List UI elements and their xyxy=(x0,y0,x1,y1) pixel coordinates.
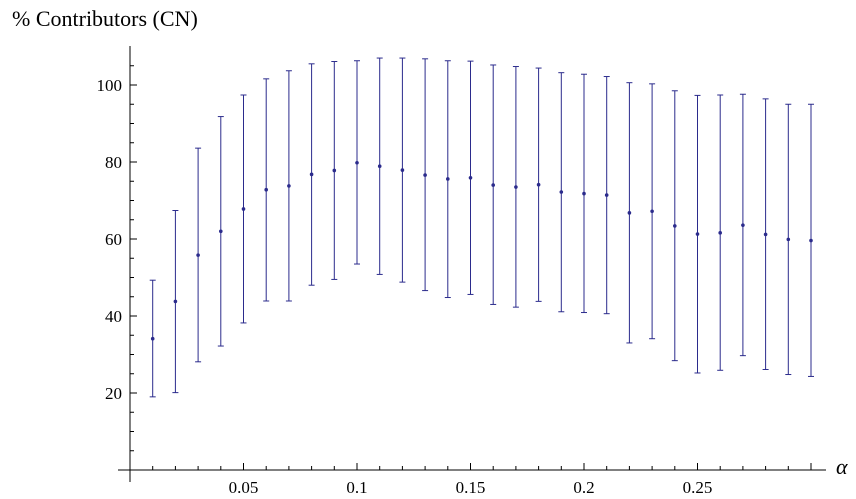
y-tick-label: 80 xyxy=(105,153,122,172)
x-tick-label: 0.05 xyxy=(229,478,259,497)
y-tick-label: 20 xyxy=(105,384,122,403)
data-point xyxy=(763,232,768,237)
data-point xyxy=(150,336,155,341)
data-point xyxy=(332,168,337,173)
data-point xyxy=(627,211,632,215)
data-point xyxy=(559,190,564,194)
data-point xyxy=(377,164,382,169)
data-point xyxy=(673,224,677,228)
data-point xyxy=(650,209,654,214)
data-point xyxy=(582,191,586,196)
data-point xyxy=(264,187,269,192)
data-point xyxy=(809,238,813,243)
x-tick-label: 0.2 xyxy=(573,478,594,497)
data-point xyxy=(309,172,314,177)
data-marks xyxy=(149,57,814,398)
data-point xyxy=(468,175,473,180)
data-point xyxy=(786,237,791,242)
x-tick-label: 0.25 xyxy=(683,478,713,497)
data-point xyxy=(196,253,200,257)
data-point xyxy=(173,299,178,304)
data-point xyxy=(423,173,427,177)
data-point xyxy=(741,223,745,227)
data-point xyxy=(355,160,359,165)
y-tick-label: 100 xyxy=(97,76,123,95)
x-tick-label: 0.15 xyxy=(456,478,486,497)
data-point xyxy=(219,229,223,234)
x-axis-title: α xyxy=(836,454,848,479)
axes: 0.05 0.1 0.15 0.2 0.25 20 40 60 80 100 xyxy=(97,46,826,497)
y-tick-label: 60 xyxy=(105,230,122,249)
x-tick-label: 0.1 xyxy=(346,478,367,497)
data-point xyxy=(287,184,291,188)
y-tick-label: 40 xyxy=(105,307,122,326)
data-point xyxy=(491,183,496,187)
y-axis-title: % Contributors (CN) xyxy=(12,6,198,31)
data-point xyxy=(718,231,722,235)
data-point xyxy=(536,182,541,187)
data-point xyxy=(604,193,609,197)
data-point xyxy=(400,168,405,172)
data-point xyxy=(514,185,518,189)
data-point xyxy=(446,177,450,181)
data-point xyxy=(241,207,246,211)
data-point xyxy=(695,232,700,236)
